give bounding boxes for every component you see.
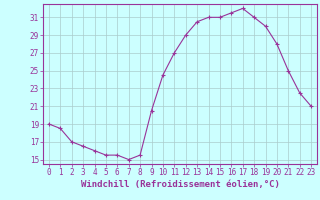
X-axis label: Windchill (Refroidissement éolien,°C): Windchill (Refroidissement éolien,°C) (81, 180, 279, 189)
